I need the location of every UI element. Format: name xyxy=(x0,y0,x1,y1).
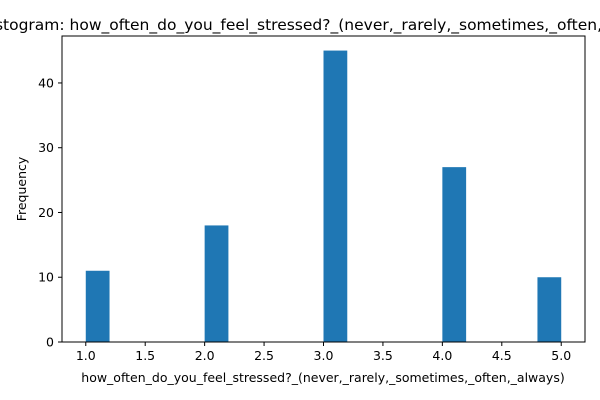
y-tick-label: 20 xyxy=(38,205,54,220)
x-tick-label: 1.0 xyxy=(76,348,96,363)
y-tick-label: 30 xyxy=(38,140,54,155)
y-axis-label: Frequency xyxy=(14,156,29,221)
x-tick-label: 5.0 xyxy=(551,348,571,363)
x-tick-label: 2.0 xyxy=(195,348,215,363)
x-axis-label: how_often_do_you_feel_stressed?_(never,_… xyxy=(81,370,564,385)
y-tick-label: 0 xyxy=(46,335,54,350)
x-tick-label: 4.0 xyxy=(432,348,452,363)
x-tick-label: 3.0 xyxy=(314,348,334,363)
y-tick-label: 10 xyxy=(38,270,54,285)
x-tick-label: 2.5 xyxy=(254,348,274,363)
x-tick-label: 4.5 xyxy=(492,348,512,363)
histogram-bar xyxy=(204,225,229,342)
histogram-bar xyxy=(85,270,110,342)
chart-title: Histogram: how_often_do_you_feel_stresse… xyxy=(0,16,600,35)
histogram-bar xyxy=(442,167,467,342)
y-axis-ticks: 0 10 20 30 40 xyxy=(38,75,62,350)
histogram-bar xyxy=(537,277,562,342)
bars-group xyxy=(85,50,562,342)
histogram-bar xyxy=(323,50,348,342)
y-tick-label: 40 xyxy=(38,75,54,90)
x-tick-label: 1.5 xyxy=(135,348,155,363)
x-tick-label: 3.5 xyxy=(373,348,393,363)
x-axis-ticks: 1.0 1.5 2.0 2.5 3.0 3.5 4.0 4.5 5.0 xyxy=(76,342,571,363)
